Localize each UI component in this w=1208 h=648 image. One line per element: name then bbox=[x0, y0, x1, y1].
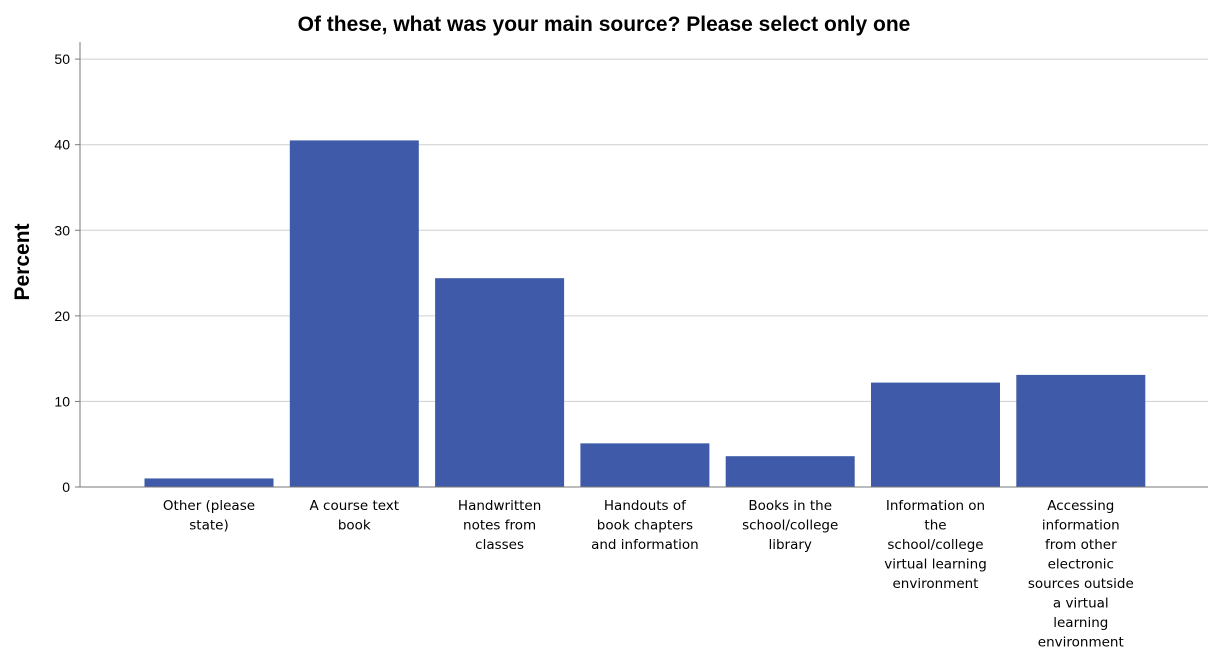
x-category-label-line: Accessing bbox=[1047, 498, 1114, 514]
chart-title: Of these, what was your main source? Ple… bbox=[298, 13, 911, 36]
x-category-label: Handwritten notes from classes bbox=[458, 498, 541, 553]
x-category-label-line: Other (please bbox=[163, 498, 255, 514]
x-category-label-line: classes bbox=[475, 537, 524, 553]
x-category-label-line: from other bbox=[1045, 537, 1117, 553]
x-category-label-line: Handouts of bbox=[604, 498, 687, 514]
bars bbox=[144, 140, 1146, 488]
x-category-label-line: Information on bbox=[886, 498, 985, 514]
x-category-label-line: Handwritten bbox=[458, 498, 541, 514]
x-category-label-line: virtual learning bbox=[884, 557, 987, 573]
x-category-label-line: learning bbox=[1053, 615, 1108, 631]
x-category-label: A course text book bbox=[310, 498, 400, 534]
x-category-label-line: environment bbox=[1038, 635, 1124, 648]
x-category-label-line: electronic bbox=[1048, 557, 1114, 573]
x-category-label: Information on the school/college virtual l… bbox=[884, 498, 987, 592]
gridlines bbox=[80, 58, 1208, 402]
x-category-label-line: environment bbox=[893, 576, 979, 592]
x-category-label-line: library bbox=[768, 537, 811, 553]
y-tick-label: 10 bbox=[54, 393, 70, 409]
bar bbox=[725, 456, 855, 487]
x-category-label: Accessing information from other electronic… bbox=[1028, 498, 1134, 648]
x-category-label: Books in the school/college library bbox=[742, 498, 838, 553]
y-tick-label: 50 bbox=[54, 51, 70, 67]
bar bbox=[580, 443, 710, 487]
x-category-label-line: book bbox=[338, 518, 371, 534]
y-tick-label: 30 bbox=[54, 222, 70, 238]
y-axis-title: Percent bbox=[11, 223, 34, 300]
y-tick-label: 40 bbox=[54, 137, 70, 153]
x-category-label-line: and information bbox=[591, 537, 699, 553]
bar bbox=[1016, 374, 1146, 487]
bar bbox=[435, 278, 565, 487]
axes: 0 10 20 30 40 50 bbox=[54, 42, 1208, 495]
x-category-label-line: Books in the bbox=[748, 498, 832, 514]
bar bbox=[289, 140, 419, 488]
x-category-label-line: state) bbox=[189, 518, 228, 534]
x-category-label-line: school/college bbox=[887, 537, 983, 553]
x-axis-labels: Other (please state) A course text book Hand… bbox=[163, 498, 1134, 648]
x-category-label-line: the bbox=[924, 518, 946, 534]
y-tick-label: 0 bbox=[62, 479, 70, 495]
x-category-label-line: information bbox=[1042, 518, 1120, 534]
x-category-label-line: notes from bbox=[463, 518, 536, 534]
x-category-label-line: sources outside bbox=[1028, 576, 1134, 592]
bar bbox=[144, 478, 274, 487]
x-category-label-line: a virtual bbox=[1053, 596, 1109, 612]
x-category-label: Other (please state) bbox=[163, 498, 255, 534]
bar bbox=[871, 382, 1000, 487]
x-category-label-line: A course text bbox=[310, 498, 400, 514]
y-tick-label: 20 bbox=[54, 308, 70, 324]
x-category-label-line: book chapters bbox=[597, 518, 693, 534]
x-category-label-line: school/college bbox=[742, 518, 838, 534]
x-category-label: Handouts of book chapters and information bbox=[591, 498, 699, 553]
